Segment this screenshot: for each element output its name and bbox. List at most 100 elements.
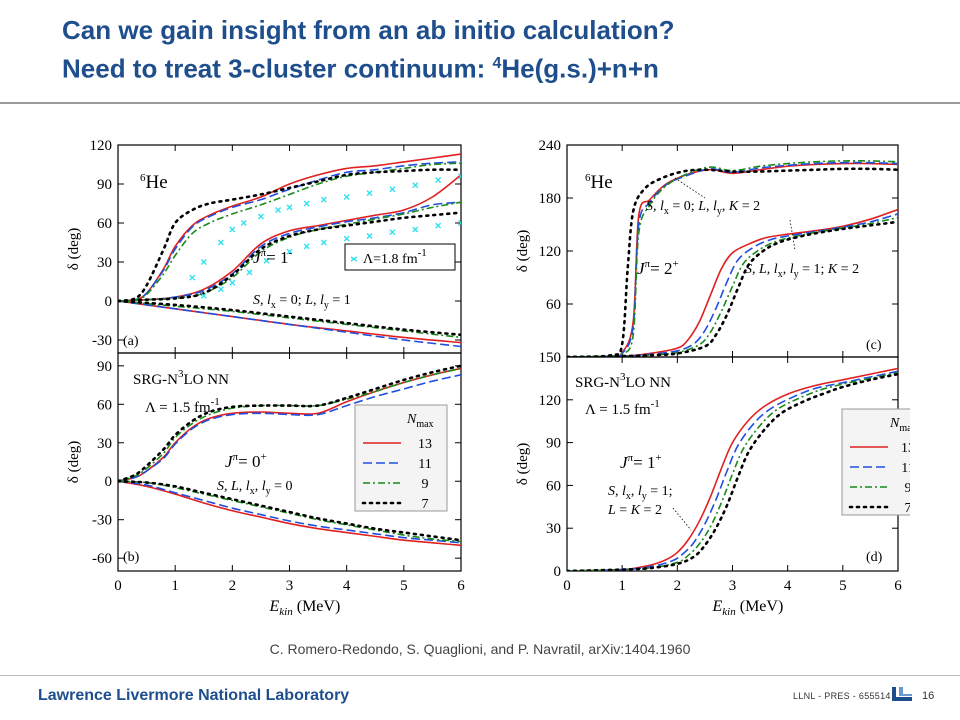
y-tick-label: 30	[97, 255, 112, 271]
legend-label: 7	[422, 497, 429, 512]
series-line-nmax-13	[567, 162, 898, 357]
lambda-marker	[246, 269, 253, 276]
citation: C. Romero-Redondo, S. Quaglioni, and P. …	[269, 641, 691, 657]
panel-d: 0 30 60 90 120 δ (deg) 0 1 2 3 4 5 6 Ekin (MeV) (d) Nma…	[515, 356, 931, 618]
lambda-marker	[366, 190, 373, 197]
lambda-marker	[286, 204, 293, 211]
lambda-marker	[435, 222, 442, 229]
lambda-marker	[343, 235, 350, 242]
panel-letter: (b)	[123, 550, 140, 565]
series-line-nmax-7	[118, 168, 461, 303]
lambda-marker	[389, 186, 396, 193]
legend-label: 9	[422, 477, 429, 492]
x-tick-label: 1	[171, 578, 179, 594]
series-line-nmax-11	[118, 480, 461, 544]
panel-letter: (d)	[866, 550, 883, 565]
y-tick-label: 60	[546, 297, 561, 313]
y-axis-label: δ (deg)	[515, 443, 531, 485]
y-tick-label: 0	[105, 294, 113, 310]
lambda-marker	[229, 226, 236, 233]
annotation-srg-b: SRG-N3LO NN	[133, 368, 229, 388]
lambda-marker	[189, 274, 196, 281]
x-axis-label: Ekin (MeV)	[269, 598, 341, 618]
legend-box	[354, 404, 448, 512]
lambda-marker	[303, 243, 310, 250]
series-line-nmax-9	[118, 162, 461, 302]
series-line-nmax-11	[567, 370, 898, 571]
legend-label: 13	[418, 437, 432, 452]
panel-letter: (c)	[866, 338, 882, 353]
y-tick-label: 120	[539, 244, 562, 260]
series-group	[118, 153, 461, 348]
y-tick-label: 180	[539, 191, 562, 207]
annotation-pointer	[674, 177, 706, 199]
x-tick-label: 0	[114, 578, 122, 594]
x-tick-label: 2	[674, 578, 682, 594]
y-axis-label: δ (deg)	[66, 441, 82, 483]
lambda-marker	[412, 182, 419, 189]
annotation-6he-c: 6He	[585, 172, 613, 193]
legend-label: 9	[905, 481, 911, 496]
x-tick-label: 6	[457, 578, 465, 594]
panel-letter: (a)	[123, 334, 139, 349]
legend-label: 11	[901, 461, 910, 476]
series-line-nmax-13	[567, 367, 898, 571]
annotation-quantum-numbers-d1: S, lx, ly = 1;	[608, 484, 673, 502]
annotation-lambda18: Λ=1.8 fm-1	[363, 247, 427, 267]
annotation-pointer	[672, 507, 692, 531]
x-axis-label: Ekin (MeV)	[712, 598, 784, 618]
lambda-marker	[286, 248, 293, 255]
legend-label: 13	[901, 441, 910, 456]
annotation-jpi-1plus: Jπ= 1+	[620, 452, 662, 472]
legend-title: Nmax	[406, 412, 434, 430]
y-axis-label: δ (deg)	[66, 228, 82, 270]
lab-name: Lawrence Livermore National Laboratory	[38, 687, 350, 704]
y-tick-label: 240	[539, 138, 562, 154]
x-tick-label: 6	[894, 578, 902, 594]
lambda-marker	[200, 259, 207, 265]
y-tick-label: 120	[90, 138, 113, 154]
series-line-nmax-13	[567, 208, 898, 357]
lambda-marker	[229, 279, 236, 286]
title-line-1: Can we gain insight from an ab initio ca…	[62, 15, 675, 45]
figure-area: -30 0 30 60 90 120 δ (deg) (a) 6He Λ=1.8 fm-1 Jπ= …	[55, 120, 931, 635]
annotation-6he: 6He	[140, 172, 168, 193]
lambda-marker	[263, 257, 270, 264]
y-axis-label: δ (deg)	[515, 230, 531, 272]
series-line-nmax-9	[567, 216, 898, 357]
series-line-nmax-13	[118, 153, 461, 302]
series-line-nmax-7	[567, 220, 898, 357]
series-group	[567, 159, 898, 357]
series-line-nmax-9	[118, 201, 461, 302]
legend-label: 11	[418, 457, 431, 472]
x-tick-label: 5	[839, 578, 847, 594]
x-tick-label: 4	[343, 578, 351, 594]
annotation-lambda15-d: Λ = 1.5 fm-1	[585, 398, 660, 418]
annotation-lambda15-b: Λ = 1.5 fm-1	[145, 396, 220, 416]
y-tick-label: 60	[97, 216, 112, 232]
y-tick-label: 30	[546, 521, 561, 537]
series-line-nmax-11	[118, 374, 461, 483]
x-tick-label: 2	[229, 578, 237, 594]
annotation-quantum-numbers-a: S, lx = 0; L, ly = 1	[253, 293, 351, 311]
lambda-marker	[412, 226, 419, 233]
lambda-marker	[257, 213, 264, 220]
y-tick-label: -30	[92, 513, 112, 529]
y-tick-label: 60	[546, 478, 561, 494]
y-tick-label: -30	[92, 333, 112, 349]
page-number: 16	[922, 690, 935, 702]
lambda-marker	[366, 233, 373, 239]
lambda-marker	[458, 173, 461, 180]
y-tick-label: 90	[97, 177, 112, 193]
series-line-nmax-11	[567, 161, 898, 357]
series-group	[567, 367, 898, 571]
lambda-marker	[320, 239, 327, 246]
series-line-nmax-11	[118, 161, 461, 302]
x-tick-label: 5	[400, 578, 408, 594]
panel-a: -30 0 30 60 90 120 δ (deg) (a) 6He Λ=1.8 fm-1 Jπ= …	[66, 138, 462, 354]
llnl-logo-icon	[890, 685, 916, 708]
y-tick-label: 120	[539, 393, 562, 409]
series-line-nmax-13	[118, 480, 461, 547]
series-line-nmax-11	[567, 213, 898, 357]
lambda-marker	[343, 194, 350, 200]
